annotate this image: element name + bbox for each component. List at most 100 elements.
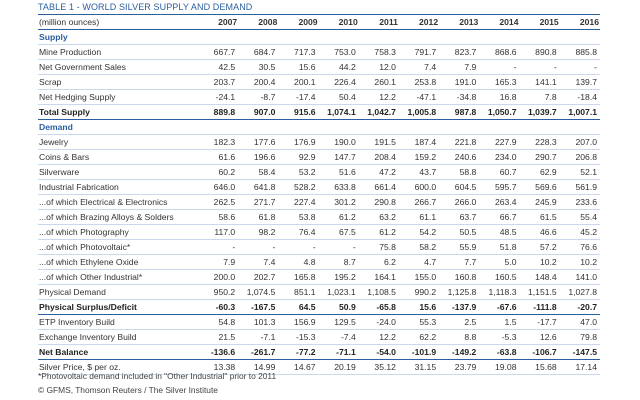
cell-value: 5.0 (479, 254, 520, 270)
section-heading: Supply (38, 29, 600, 45)
source: © GFMS, Thomson Reuters / The Silver Ins… (38, 385, 218, 395)
cell-value: 98.2 (238, 224, 279, 240)
cell-value: -106.7 (519, 344, 560, 360)
cell-value: 15.68 (519, 359, 560, 375)
cell-value: 604.5 (439, 179, 480, 195)
year-header: 2016 (559, 14, 600, 30)
cell-value: 13.38 (198, 359, 239, 375)
cell-value: 139.7 (559, 74, 600, 90)
cell-value: 684.7 (238, 44, 279, 60)
cell-value: 907.0 (238, 104, 279, 120)
row-label: Total Supply (38, 104, 198, 120)
row-label: Industrial Fabrication (38, 179, 198, 195)
cell-value: 290.7 (519, 149, 560, 165)
cell-value: 54.8 (198, 314, 239, 330)
cell-value: 177.6 (238, 134, 279, 150)
cell-value: 1,074.1 (318, 104, 359, 120)
cell-value: 200.0 (198, 269, 239, 285)
cell-value: 207.0 (559, 134, 600, 150)
cell-value: 266.7 (398, 194, 440, 210)
cell-value: 950.2 (198, 284, 239, 300)
cell-value: 50.4 (318, 89, 359, 105)
cell-value: 528.2 (278, 179, 319, 195)
cell-value: -8.7 (238, 89, 279, 105)
cell-value: 885.8 (559, 44, 600, 60)
year-header: 2007 (198, 14, 239, 30)
row-label: ...of which Electrical & Electronics (38, 194, 198, 210)
row-label: Net Government Sales (38, 59, 198, 75)
cell-value: 262.5 (198, 194, 239, 210)
cell-value: 245.9 (519, 194, 560, 210)
cell-value: 55.3 (398, 314, 440, 330)
row-label: ...of which Photovoltaic* (38, 239, 198, 255)
cell-value: 50.9 (318, 299, 359, 315)
cell-value: - (519, 59, 560, 75)
row-label: ETP Inventory Build (38, 314, 198, 330)
cell-value: 15.6 (398, 299, 440, 315)
cell-value: 160.8 (439, 269, 480, 285)
cell-value: 16.8 (479, 89, 520, 105)
cell-value: 7.4 (238, 254, 279, 270)
cell-value: 253.8 (398, 74, 440, 90)
row-label: Coins & Bars (38, 149, 198, 165)
data-row: Mine Production 667.7 684.7 717.3 753.0 758.3… (38, 44, 600, 60)
cell-value: 67.5 (318, 224, 359, 240)
cell-value: 990.2 (398, 284, 440, 300)
data-row: ...of which Ethylene Oxide 7.9 7.4 4.8 8.7 6.… (38, 254, 600, 270)
cell-value: 47.0 (559, 314, 600, 330)
cell-value: 19.08 (479, 359, 520, 375)
cell-value: 1,151.5 (519, 284, 560, 300)
cell-value: 890.8 (519, 44, 560, 60)
cell-value: 12.0 (358, 59, 399, 75)
cell-value: 200.1 (278, 74, 319, 90)
cell-value: -77.2 (278, 344, 319, 360)
cell-value: 66.7 (479, 209, 520, 225)
cell-value: 600.0 (398, 179, 440, 195)
cell-value: 58.2 (398, 239, 440, 255)
cell-value: 156.9 (278, 314, 319, 330)
cell-value: 12.2 (358, 89, 399, 105)
cell-value: 20.19 (318, 359, 359, 375)
cell-value: 21.5 (198, 329, 239, 345)
cell-value: 50.5 (439, 224, 480, 240)
data-row: ...of which Brazing Alloys & Solders 58.6… (38, 209, 600, 225)
year-header: 2011 (358, 14, 399, 30)
cell-value: 54.2 (398, 224, 440, 240)
cell-value: 61.8 (238, 209, 279, 225)
cell-value: 7.9 (198, 254, 239, 270)
row-label: Physical Surplus/Deficit (38, 299, 198, 315)
cell-value: 159.2 (398, 149, 440, 165)
cell-value: - (198, 239, 239, 255)
header-row: (million ounces) 2007 2008 2009 2010 2011 2012… (38, 14, 600, 30)
cell-value: 667.7 (198, 44, 239, 60)
cell-value: 641.8 (238, 179, 279, 195)
row-label: ...of which Ethylene Oxide (38, 254, 198, 270)
cell-value: 8.7 (318, 254, 359, 270)
year-header: 2009 (278, 14, 319, 30)
cell-value: 47.2 (358, 164, 399, 180)
cell-value: 646.0 (198, 179, 239, 195)
cell-value: 62.9 (519, 164, 560, 180)
cell-value: - (238, 239, 279, 255)
data-row: Scrap 203.7 200.4 200.1 226.4 260.1 253.8 191.0… (38, 74, 600, 90)
cell-value: - (559, 59, 600, 75)
section-row: Demand (38, 119, 600, 135)
data-row: ...of which Other Industrial* 200.0 202.7 1… (38, 269, 600, 285)
cell-value: 7.9 (439, 59, 480, 75)
cell-value: - (479, 59, 520, 75)
cell-value: 1,005.8 (398, 104, 440, 120)
cell-value: 851.1 (278, 284, 319, 300)
cell-value: 191.0 (439, 74, 480, 90)
cell-value: -24.1 (198, 89, 239, 105)
row-label: Jewelry (38, 134, 198, 150)
row-label: Net Balance (38, 344, 198, 360)
cell-value: 51.6 (318, 164, 359, 180)
cell-value: 76.6 (559, 239, 600, 255)
row-label: Net Hedging Supply (38, 89, 198, 105)
data-row: Net Balance -136.6 -261.7 -77.2 -71.1 -54.0 -1… (38, 344, 600, 360)
cell-value: 53.8 (278, 209, 319, 225)
cell-value: 164.1 (358, 269, 399, 285)
cell-value: -111.8 (519, 299, 560, 315)
row-label: Silver Price, $ per oz. (38, 359, 198, 375)
cell-value: 76.4 (278, 224, 319, 240)
